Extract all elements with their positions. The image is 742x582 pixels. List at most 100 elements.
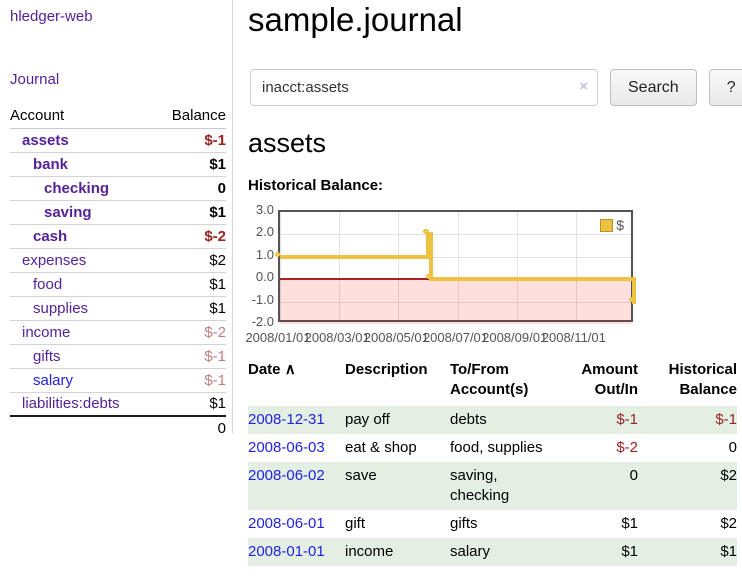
date-header-label: Date: [248, 361, 281, 378]
x-tick-label: 2008/07/01: [422, 330, 489, 345]
account-balance: 0: [154, 176, 226, 201]
sort-ascending-icon: ∧: [284, 361, 296, 378]
register-table: Date ∧ Description To/From Account(s) Am…: [248, 360, 737, 566]
y-gridline: [280, 301, 631, 303]
y-tick-label: 3.0: [255, 202, 274, 217]
series-segment: [632, 277, 637, 304]
transaction-amount: $1: [621, 543, 638, 560]
account-link-salary[interactable]: salary: [33, 371, 74, 389]
transaction-amount: $-2: [616, 439, 638, 456]
account-link-liabilities-debts[interactable]: liabilities:debts: [22, 395, 120, 413]
data-point-marker: [629, 296, 635, 302]
x-tick-label: 2008/09/01: [482, 330, 548, 345]
account-balance: $1: [154, 272, 226, 297]
account-link-food[interactable]: food: [33, 275, 63, 293]
x-gridline: [575, 212, 577, 320]
account-row: assets $-1: [10, 128, 226, 153]
register-row: 2008-06-02 save saving, checking 0 $2: [248, 462, 737, 510]
account-link-saving[interactable]: saving: [44, 203, 92, 221]
transaction-accounts: gifts: [450, 515, 478, 532]
account-link-bank[interactable]: bank: [33, 155, 69, 173]
account-link-expenses[interactable]: expenses: [22, 251, 87, 269]
transaction-balance: $-1: [715, 411, 737, 428]
account-row: salary $-1: [10, 368, 226, 393]
clear-search-icon[interactable]: ×: [579, 78, 588, 95]
account-row: expenses $2: [10, 248, 226, 273]
account-balance: $1: [154, 200, 226, 225]
account-balance: $1: [154, 152, 226, 177]
search-input[interactable]: [250, 69, 598, 106]
transaction-balance: $1: [720, 543, 737, 560]
main-content: sample.journal × Search ? assets Histori…: [245, 0, 742, 582]
transaction-date-link[interactable]: 2008-06-02: [248, 467, 325, 484]
search-button[interactable]: Search: [610, 69, 697, 106]
account-balance: $2: [154, 248, 226, 273]
series-segment: [430, 277, 635, 282]
account-row: saving $1: [10, 200, 226, 225]
sidebar-item-journal[interactable]: Journal: [10, 71, 60, 88]
help-button[interactable]: ?: [708, 69, 742, 106]
account-link-checking[interactable]: checking: [44, 179, 110, 197]
transaction-balance: $2: [720, 467, 737, 484]
account-link-assets[interactable]: assets: [22, 131, 69, 149]
register-header-row: Date ∧ Description To/From Account(s) Am…: [248, 360, 737, 406]
transaction-balance: $2: [720, 515, 737, 532]
y-tick-label: 2.0: [255, 224, 274, 240]
search-form: × Search ?: [250, 69, 742, 106]
transaction-amount: $1: [621, 515, 638, 532]
transaction-description: eat & shop: [345, 439, 417, 456]
x-gridline: [339, 212, 341, 320]
register-row: 2008-12-31 pay off debts $-1 $-1: [248, 406, 737, 434]
account-row: cash $-2: [10, 224, 226, 249]
accounts-total-row: 0: [10, 416, 226, 440]
y-tick-label: -2.0: [251, 314, 274, 329]
y-tick-label: 0.0: [255, 269, 274, 285]
account-balance: $-2: [154, 224, 226, 249]
transaction-amount: $-1: [616, 411, 638, 428]
transaction-description: pay off: [345, 411, 390, 428]
account-row: checking 0: [10, 176, 226, 201]
accounts-table: Account Balance assets $-1 bank $1 check…: [10, 104, 226, 440]
chart-title: Historical Balance:: [248, 177, 384, 194]
series-segment: [280, 254, 428, 259]
transaction-date-link[interactable]: 2008-06-03: [248, 439, 325, 456]
page-title: sample.journal: [248, 1, 463, 38]
y-tick-label: -1.0: [251, 291, 274, 307]
transaction-accounts: food, supplies: [450, 439, 543, 456]
account-balance: $1: [154, 296, 226, 321]
app-title-link[interactable]: hledger-web: [10, 8, 93, 25]
transaction-date-link[interactable]: 2008-01-01: [248, 543, 325, 560]
negative-region: [280, 279, 631, 324]
account-link-income[interactable]: income: [22, 323, 71, 341]
y-gridline: [280, 256, 631, 258]
x-gridline: [280, 212, 281, 320]
series-segment: [427, 232, 430, 237]
y-gridline: [280, 234, 631, 236]
x-tick-label: 2008/11/01: [541, 330, 606, 345]
chart: $ 3.0 2.0 1.0 0.0 -1.0 -2.0 2008/01/01 2008/03/…: [245, 202, 742, 348]
register-row: 2008-01-01 income salary $1 $1: [248, 538, 737, 566]
account-row: income $-2: [10, 320, 226, 345]
accounts-total: 0: [217, 420, 226, 437]
x-gridline: [398, 212, 400, 320]
sidebar-divider: [232, 0, 233, 434]
transaction-accounts: debts: [450, 411, 487, 428]
account-balance: $1: [154, 392, 226, 417]
legend-label: $: [616, 217, 624, 233]
transaction-accounts: saving, checking: [450, 467, 510, 504]
account-link-cash[interactable]: cash: [33, 227, 68, 245]
register-header-date[interactable]: Date ∧: [248, 360, 345, 406]
transaction-date-link[interactable]: 2008-06-01: [248, 515, 325, 532]
register-header-balance: Historical Balance: [668, 361, 737, 398]
transaction-date-link[interactable]: 2008-12-31: [248, 411, 325, 428]
chart-legend: $: [598, 216, 626, 234]
register-row: 2008-06-01 gift gifts $1 $2: [248, 510, 737, 538]
series-segment: [428, 232, 433, 282]
register-header-accounts: To/From Account(s): [450, 361, 529, 398]
transaction-amount: 0: [629, 467, 638, 484]
account-link-supplies[interactable]: supplies: [33, 299, 89, 317]
account-row: liabilities:debts $1: [10, 392, 226, 417]
sidebar: hledger-web Journal Account Balance asse…: [0, 0, 232, 582]
transaction-accounts: salary: [450, 543, 491, 560]
account-link-gifts[interactable]: gifts: [33, 347, 61, 365]
